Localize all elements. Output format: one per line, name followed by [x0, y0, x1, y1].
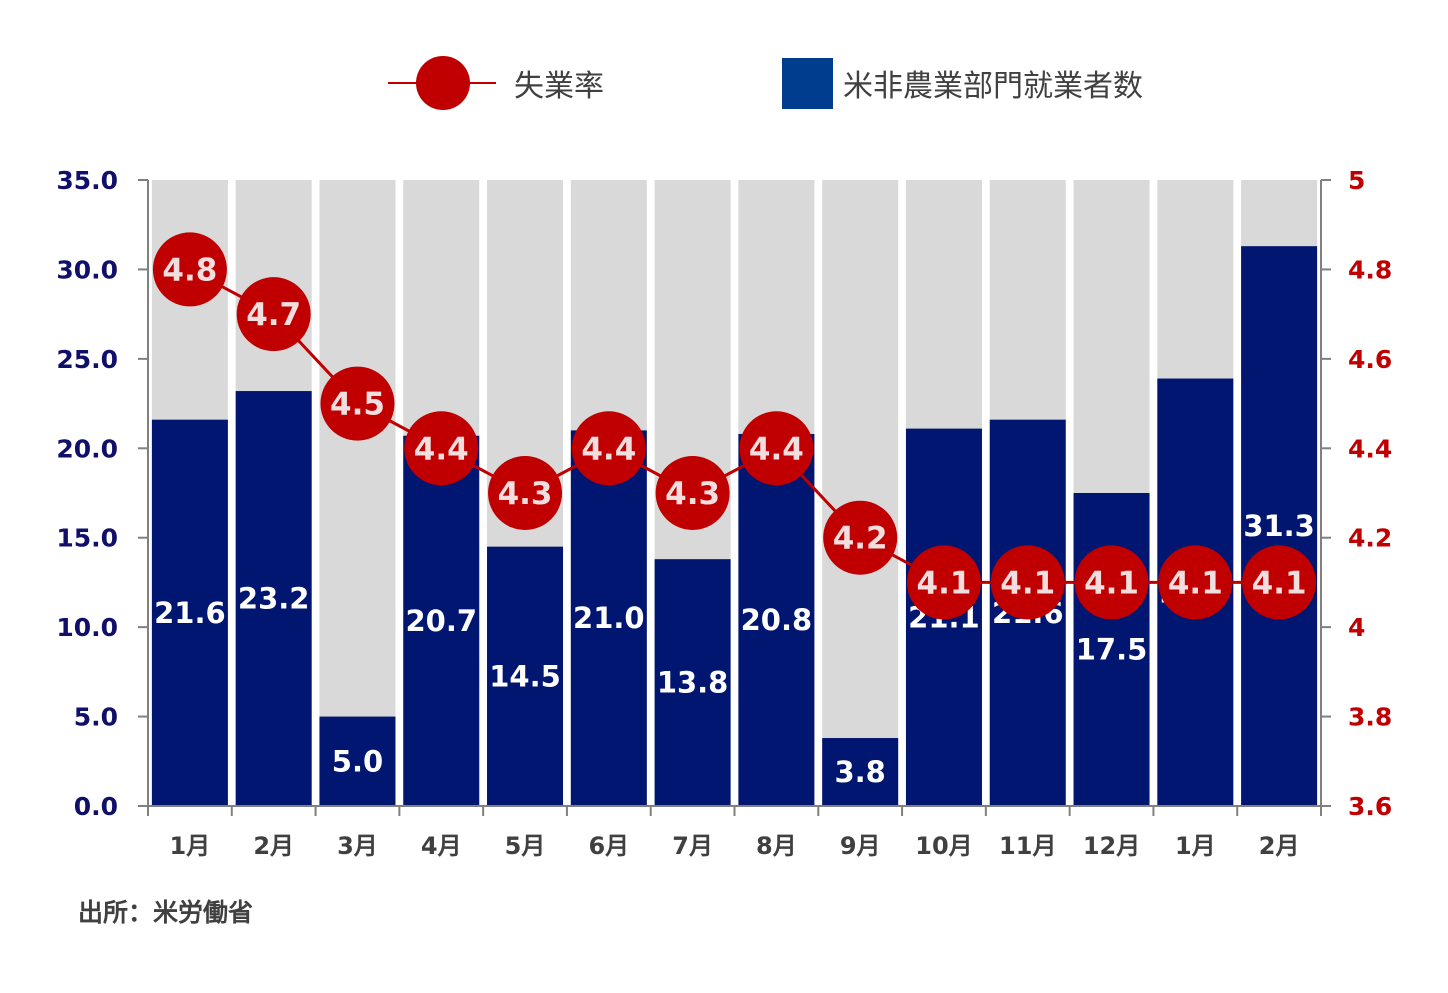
bar: [1073, 493, 1150, 806]
line-point-label: 4.1: [1168, 565, 1223, 601]
x-tick-label: 2月: [253, 832, 294, 860]
line-point-label: 4.2: [833, 521, 888, 557]
x-tick-label: 3月: [337, 832, 378, 860]
bar: [1241, 246, 1318, 807]
line-point: [1074, 545, 1149, 620]
line-point-label: 4.4: [581, 431, 636, 467]
line-point: [152, 232, 227, 307]
bar: [570, 430, 647, 806]
left-tick-label: 0.0: [74, 792, 118, 821]
left-tick-label: 5.0: [74, 703, 118, 732]
bar-value-label: 5.0: [332, 744, 383, 778]
line-point-label: 4.4: [749, 431, 804, 467]
left-tick-label: 15.0: [56, 524, 118, 553]
bar-value-label: 21.0: [573, 601, 645, 635]
bar-value-label: 3.8: [834, 755, 885, 789]
right-tick-label: 4.6: [1348, 345, 1392, 374]
line-point: [320, 366, 395, 441]
bar-value-label: 14.5: [489, 659, 561, 693]
right-tick-label: 4.2: [1348, 524, 1392, 553]
right-tick-label: 5: [1348, 166, 1365, 195]
line-point: [823, 500, 898, 575]
bar: [319, 716, 396, 806]
x-tick-label: 8月: [756, 832, 797, 860]
bar-series: [151, 180, 1318, 807]
legend-bar-swatch: [782, 57, 833, 109]
legend-label-payrolls: 米非農業部門就業者数: [843, 69, 1143, 104]
bar: [403, 435, 480, 806]
x-tick-label: 9月: [840, 832, 881, 860]
left-tick-label: 30.0: [56, 255, 118, 284]
right-tick-label: 4.8: [1348, 255, 1392, 284]
line-point-label: 4.3: [665, 476, 720, 512]
x-tick-label: 5月: [505, 832, 546, 860]
x-tick-label: 6月: [588, 832, 629, 860]
legend-line-marker: [388, 56, 496, 110]
x-tick-label: 11月: [999, 832, 1056, 860]
bar-value-label: 31.3: [1243, 509, 1315, 543]
bar: [487, 546, 564, 806]
line-point-label: 4.1: [917, 565, 972, 601]
line-point-label: 4.8: [162, 252, 217, 288]
line-point: [990, 545, 1065, 620]
x-tick-label: 2月: [1259, 832, 1300, 860]
bar-value-label: 20.7: [405, 604, 477, 638]
right-tick-label: 3.6: [1348, 792, 1392, 821]
line-point: [236, 277, 311, 352]
left-tick-label: 35.0: [56, 166, 118, 195]
x-tick-label: 10月: [915, 832, 972, 860]
legend-label-unemployment: 失業率: [514, 69, 604, 104]
line-point-label: 4.1: [1000, 565, 1055, 601]
bar: [654, 559, 731, 806]
line-point: [1242, 545, 1317, 620]
line-point: [739, 411, 814, 486]
right-tick-label: 4: [1348, 613, 1365, 642]
bar: [235, 391, 312, 806]
line-point-label: 4.1: [1084, 565, 1139, 601]
x-tick-label: 7月: [672, 832, 713, 860]
bar: [151, 419, 228, 806]
bar-value-label: 23.2: [238, 582, 310, 616]
legend-payrolls: 米非農業部門就業者数: [782, 48, 1143, 118]
bar-value-label: 20.8: [741, 603, 813, 637]
x-tick-label: 12月: [1083, 832, 1140, 860]
bar-value-label: 21.6: [154, 596, 226, 630]
bar: [822, 738, 899, 806]
line-point: [655, 456, 730, 530]
legend-unemployment: 失業率: [388, 48, 604, 118]
line-point-label: 4.7: [246, 297, 301, 333]
line-point-label: 4.5: [330, 387, 385, 423]
left-tick-label: 25.0: [56, 345, 118, 374]
line-point-label: 4.4: [414, 431, 469, 467]
x-tick-label: 1月: [1175, 832, 1216, 860]
right-tick-label: 4.4: [1348, 434, 1392, 463]
x-tick-label: 1月: [170, 832, 211, 860]
line-point: [1158, 545, 1233, 620]
line-point: [571, 411, 646, 486]
bar-background: [822, 180, 899, 806]
line-point: [906, 545, 981, 620]
source-note: 出所：米労働省: [78, 898, 254, 927]
line-point-label: 4.1: [1252, 565, 1307, 601]
left-tick-label: 20.0: [56, 434, 118, 463]
bar: [738, 433, 815, 806]
line-point: [404, 411, 479, 486]
bar-value-label: 17.5: [1076, 633, 1148, 667]
bar-background: [319, 180, 396, 806]
x-tick-label: 4月: [421, 832, 462, 860]
line-point-label: 4.3: [498, 476, 553, 512]
line-point: [488, 456, 563, 530]
right-tick-label: 3.8: [1348, 703, 1392, 732]
left-tick-label: 10.0: [56, 613, 118, 642]
bar-value-label: 13.8: [657, 666, 729, 700]
